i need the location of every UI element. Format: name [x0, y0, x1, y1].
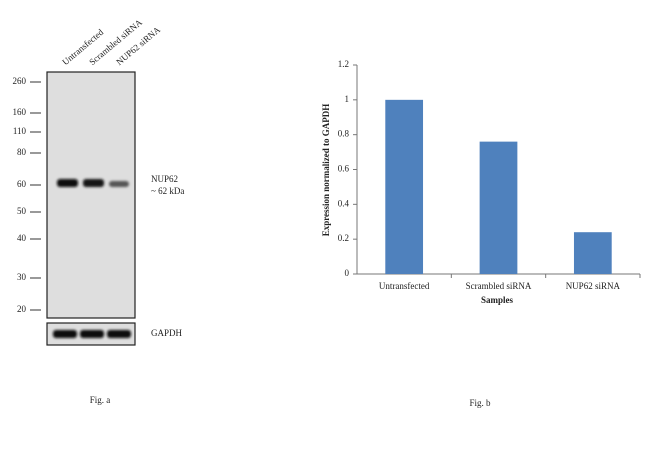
marker-label: 160 — [13, 107, 27, 117]
caption: Fig. b — [469, 398, 491, 408]
y-tick-label: 0 — [345, 268, 350, 278]
marker-label: 60 — [17, 179, 27, 189]
marker-label: 40 — [17, 233, 27, 243]
target-label: NUP62 — [151, 174, 178, 184]
y-axis-label: Expression normalized to GAPDH — [321, 104, 331, 237]
y-tick-label: 1.2 — [338, 59, 349, 69]
marker-label: 50 — [17, 206, 27, 216]
x-tick-label: Untransfected — [379, 281, 430, 291]
y-tick-label: 0.6 — [338, 164, 350, 174]
x-axis-label: Samples — [481, 295, 514, 305]
marker-label: 20 — [17, 304, 27, 314]
marker-label: 110 — [13, 126, 27, 136]
band — [53, 330, 77, 338]
band — [57, 179, 78, 187]
band — [80, 330, 104, 338]
marker-label: 30 — [17, 272, 27, 282]
marker-label: 260 — [13, 76, 27, 86]
y-tick-label: 1 — [345, 94, 350, 104]
target-size: ~ 62 kDa — [151, 186, 184, 196]
y-tick-label: 0.2 — [338, 233, 349, 243]
band — [109, 181, 129, 187]
caption: Fig. a — [90, 395, 111, 405]
band — [83, 179, 104, 187]
x-tick-label: NUP62 siRNA — [566, 281, 621, 291]
marker-label: 80 — [17, 147, 27, 157]
nup62-bands — [57, 179, 129, 187]
control-label: GAPDH — [151, 328, 183, 338]
x-tick-label: Scrambled siRNA — [466, 281, 532, 291]
gapdh-bands — [53, 330, 131, 338]
band — [107, 330, 131, 338]
blot-panel — [46, 71, 136, 319]
bar — [573, 232, 612, 274]
y-tick-label: 0.8 — [338, 129, 350, 139]
bar — [385, 99, 424, 274]
y-tick-label: 0.4 — [338, 198, 350, 208]
bar — [479, 141, 518, 274]
